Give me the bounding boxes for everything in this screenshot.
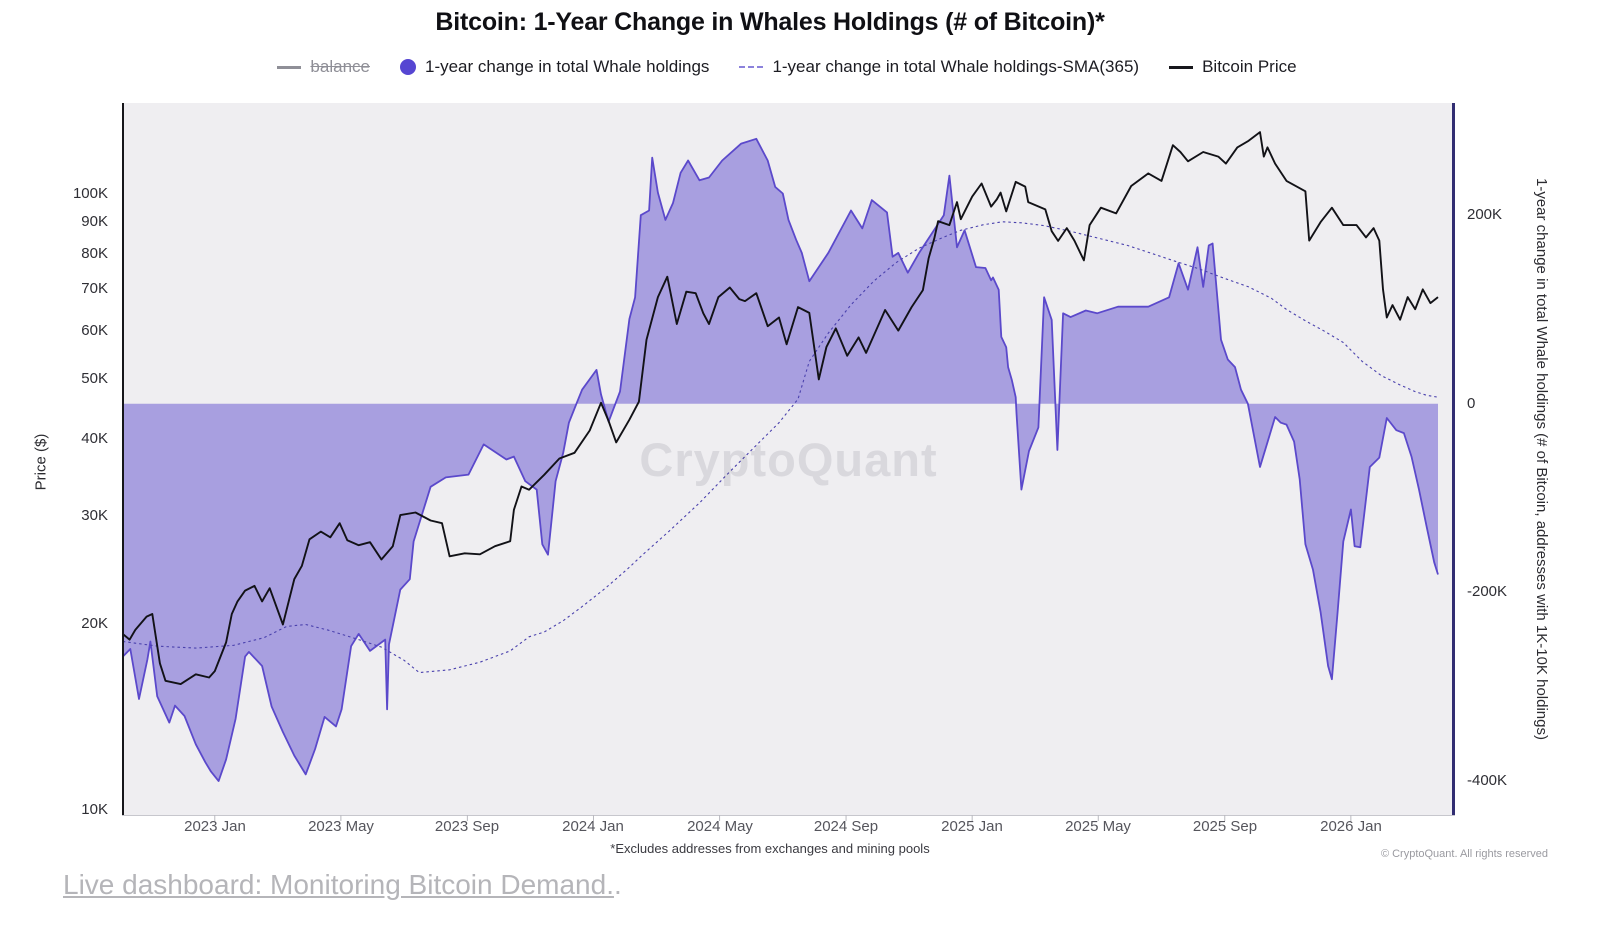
x-tick-label: 2023 Sep — [434, 818, 500, 835]
x-tick-label: 2026 Jan — [1320, 818, 1382, 835]
chart-footnote: *Excludes addresses from exchanges and m… — [610, 841, 930, 856]
x-tick-label: 2024 Jan — [562, 818, 624, 835]
right-tick-label: -200K — [1467, 583, 1508, 600]
sma-dash-icon — [739, 66, 764, 68]
legend-label-whale-change: 1-year change in total Whale holdings — [424, 57, 710, 76]
x-tick-label: 2024 Sep — [813, 818, 879, 835]
left-tick-label: 90K — [81, 213, 108, 230]
legend-item-bitcoin-price[interactable]: Bitcoin Price — [1169, 57, 1297, 77]
live-dashboard-link-text: Live dashboard: Monitoring Bitcoin Deman… — [63, 869, 614, 900]
live-dashboard-link[interactable]: Live dashboard: Monitoring Bitcoin Deman… — [63, 869, 622, 901]
right-tick-label: -400K — [1467, 772, 1508, 789]
plot-canvas[interactable] — [122, 103, 1455, 823]
whale-change-line — [122, 137, 1439, 782]
price-line-icon — [1169, 65, 1194, 69]
legend-item-whale-sma[interactable]: 1-year change in total Whale holdings-SM… — [739, 57, 1139, 77]
x-tick-label: 2023 May — [308, 818, 374, 835]
whale-dot-icon — [399, 59, 416, 75]
left-tick-label: 100K — [72, 185, 108, 202]
legend-label-whale-sma: 1-year change in total Whale holdings-SM… — [772, 57, 1140, 76]
x-tick-label: 2025 May — [1065, 818, 1131, 835]
legend-label-bitcoin-price: Bitcoin Price — [1202, 57, 1297, 76]
left-tick-label: 50K — [81, 370, 108, 387]
left-tick-label: 20K — [81, 615, 108, 632]
legend-item-whale-change[interactable]: 1-year change in total Whale holdings — [399, 57, 710, 77]
copyright-notice: © CryptoQuant. All rights reserved — [1380, 848, 1548, 860]
right-tick-label: 200K — [1467, 206, 1503, 223]
legend-label-balance: balance — [310, 57, 370, 76]
left-tick-label: 30K — [81, 507, 108, 524]
left-tick-label: 10K — [81, 801, 108, 818]
whale-change-area — [122, 138, 1438, 782]
left-tick-label: 80K — [81, 245, 108, 262]
left-tick-label: 70K — [81, 280, 108, 297]
right-axis-title: 1-year change in total Whale holdings (#… — [1532, 178, 1550, 740]
legend-item-balance[interactable]: balance — [277, 57, 370, 77]
bitcoin-price-line — [122, 131, 1439, 686]
x-tick-label: 2025 Jan — [941, 818, 1003, 835]
x-tick-label: 2023 Jan — [184, 818, 246, 835]
chart-title: Bitcoin: 1-Year Change in Whales Holding… — [435, 8, 1105, 36]
balance-line-icon — [277, 65, 302, 69]
left-tick-label: 60K — [81, 322, 108, 339]
right-tick-label: 0 — [1467, 395, 1476, 412]
left-tick-label: 40K — [81, 430, 108, 447]
x-tick-label: 2024 May — [687, 818, 753, 835]
whale-sma-line — [122, 221, 1439, 674]
legend: balance 1-year change in total Whale hol… — [0, 57, 1574, 77]
link-suffix: . — [613, 869, 622, 900]
x-tick-label: 2025 Sep — [1192, 818, 1258, 835]
